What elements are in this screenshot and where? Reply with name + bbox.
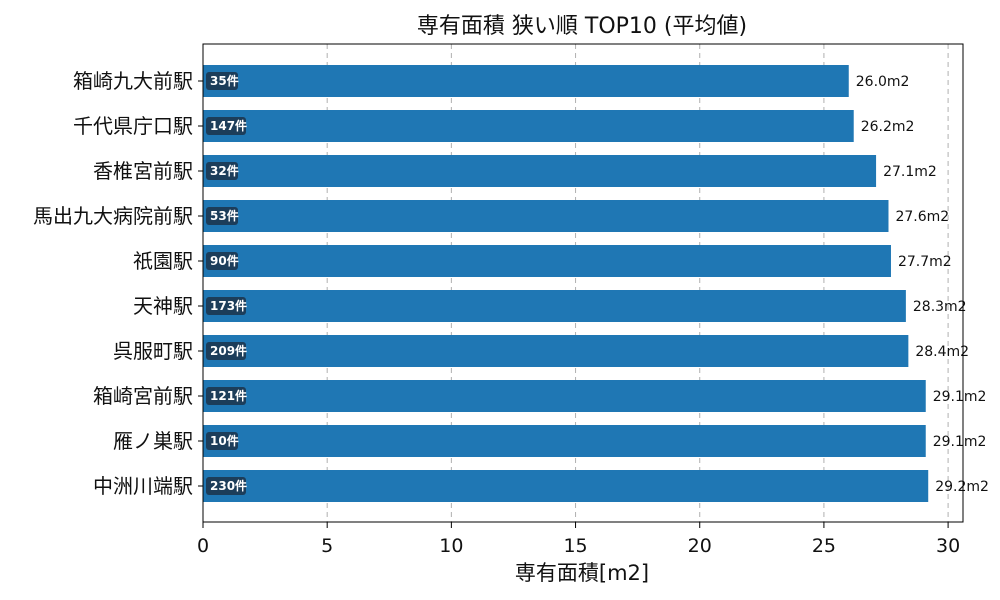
- count-label: 230件: [210, 478, 247, 493]
- bar: [203, 200, 889, 232]
- count-label: 10件: [210, 433, 239, 448]
- x-axis-title: 専有面積[m2]: [515, 561, 649, 585]
- y-tick-label: 中洲川端駅: [93, 474, 193, 498]
- bar: [203, 470, 929, 502]
- x-tick-label: 15: [563, 535, 587, 557]
- count-label: 209件: [210, 343, 247, 358]
- y-tick-label: 天神駅: [133, 294, 193, 318]
- value-label: 29.1m2: [933, 434, 987, 450]
- bar: [203, 425, 926, 457]
- value-label: 28.4m2: [915, 344, 969, 360]
- count-badge: [206, 162, 238, 180]
- y-tick-label: 千代県庁口駅: [73, 114, 193, 138]
- count-badge: [206, 207, 238, 225]
- value-label: 26.2m2: [861, 119, 915, 135]
- value-label: 27.7m2: [898, 254, 952, 270]
- y-tick-label: 箱崎九大前駅: [73, 69, 193, 93]
- count-label: 32件: [210, 163, 239, 178]
- value-label: 27.6m2: [895, 209, 949, 225]
- y-tick-label: 祇園駅: [133, 249, 193, 273]
- value-label: 29.1m2: [933, 389, 987, 405]
- count-label: 35件: [210, 73, 239, 88]
- x-tick-label: 30: [936, 535, 960, 557]
- y-tick-label: 香椎宮前駅: [93, 159, 193, 183]
- x-tick-label: 10: [439, 535, 463, 557]
- chart-title: 専有面積 狭い順 TOP10 (平均値): [417, 14, 747, 39]
- count-badge: [206, 297, 246, 315]
- count-label: 121件: [210, 388, 247, 403]
- count-badge: [206, 432, 238, 450]
- count-label: 147件: [210, 118, 247, 133]
- count-label: 90件: [210, 253, 239, 268]
- count-badge: [206, 117, 246, 135]
- x-tick-label: 5: [321, 535, 333, 557]
- count-badge: [206, 72, 238, 90]
- value-label: 26.0m2: [856, 74, 910, 90]
- value-label: 27.1m2: [883, 164, 937, 180]
- bar: [203, 245, 891, 277]
- bar: [203, 380, 926, 412]
- x-axis-ticks: 0 5 10 15 20 25 30: [197, 80, 960, 557]
- bar: [203, 155, 877, 187]
- x-tick-label: 0: [197, 535, 209, 557]
- count-badge: [206, 342, 246, 360]
- value-label: 28.3m2: [913, 299, 967, 315]
- bar: [203, 110, 854, 142]
- bar: [203, 335, 909, 367]
- value-label: 29.2m2: [935, 479, 989, 495]
- bar: [203, 290, 906, 322]
- count-label: 173件: [210, 298, 247, 313]
- plot-frame: [202, 43, 964, 523]
- y-tick-label: 馬出九大病院前駅: [33, 204, 193, 228]
- y-tick-label: 箱崎宮前駅: [93, 384, 193, 408]
- x-tick-label: 25: [812, 535, 836, 557]
- y-tick-label: 呉服町駅: [113, 339, 193, 363]
- bars: [203, 65, 929, 502]
- count-label: 53件: [210, 208, 239, 223]
- x-tick-label: 20: [688, 535, 712, 557]
- count-badge: [206, 387, 246, 405]
- count-badge: [206, 252, 238, 270]
- y-tick-label: 雁ノ巣駅: [113, 429, 193, 453]
- count-badge: [206, 477, 246, 495]
- bar: [203, 65, 849, 97]
